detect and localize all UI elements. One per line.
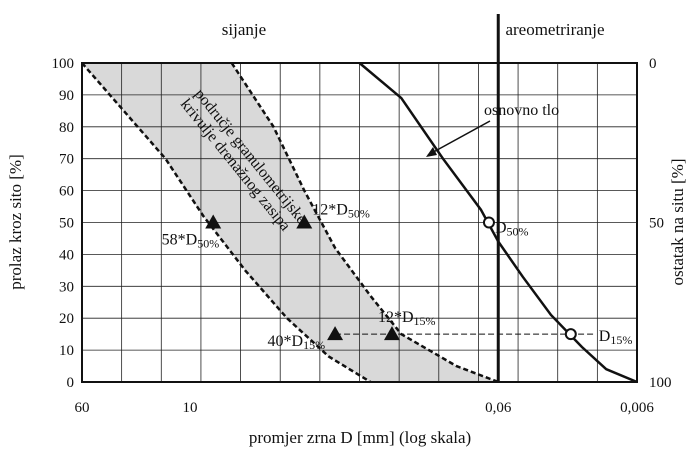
x-tick-0,006: 0,006 — [620, 400, 654, 416]
x-tick-10: 10 — [182, 400, 197, 416]
point-label-58xd50pct: 58*D50% — [162, 232, 220, 251]
y-tick-right-0: 0 — [649, 56, 657, 72]
annotation-arrow-shaft — [427, 120, 491, 156]
point-40xd15pct — [327, 326, 344, 341]
point-label-12xd15pct: 12*D15% — [378, 309, 436, 328]
point-12xd50pct — [296, 214, 313, 229]
y-tick-left-50: 50 — [59, 216, 74, 232]
y-tick-left-80: 80 — [59, 120, 74, 136]
annotation-arrowhead — [426, 147, 437, 157]
y-tick-left-20: 20 — [59, 311, 74, 327]
x-axis-label: promjer zrna D [mm] (log skala) — [249, 428, 471, 447]
grid — [82, 63, 637, 382]
point-label-d15pct: D15% — [599, 328, 633, 347]
drainage-band-lower-curve — [81, 62, 372, 384]
section-label-areometriranje: areometriranje — [505, 20, 604, 39]
point-label-40xd15pct: 40*D15% — [268, 333, 326, 352]
x-tick-0,06: 0,06 — [485, 400, 512, 416]
point-12xd15pct — [383, 326, 400, 341]
section-label-sijanje: sijanje — [222, 20, 266, 39]
y-tick-left-70: 70 — [59, 152, 74, 168]
drainage-band-upper-curve — [230, 62, 499, 384]
y-tick-left-30: 30 — [59, 279, 74, 295]
y-axis-label-left: prolaz kroz sito [%] — [6, 154, 25, 289]
point-label-d50pct: D50% — [495, 220, 529, 239]
y-tick-left-100: 100 — [52, 56, 75, 72]
point-58xd50pct — [205, 214, 222, 229]
y-axis-label-right: ostatak na situ [%] — [668, 159, 687, 286]
chart-points: D50% D15% 12*D50% 58*D50% 12*D15% 40*D15% — [162, 202, 633, 353]
y-tick-left-90: 90 — [59, 88, 74, 104]
y-tick-right-50: 50 — [649, 216, 664, 232]
point-d50pct — [482, 216, 495, 229]
series-line-osnovno-tlo — [358, 62, 638, 384]
y-tick-left-40: 40 — [59, 247, 74, 263]
y-tick-left-10: 10 — [59, 343, 74, 359]
y-tick-left-60: 60 — [59, 184, 74, 200]
axis-ticks: 0 10 20 30 40 50 60 70 80 90 100 0 50 100 60 10 0,06 0,00… — [52, 56, 672, 416]
point-label-12xd50pct: 12*D50% — [312, 202, 370, 221]
x-tick-60: 60 — [75, 400, 90, 416]
y-tick-left-0: 0 — [67, 375, 75, 391]
annotation-osnovno-tlo: osnovno tlo — [484, 102, 559, 119]
y-tick-right-100: 100 — [649, 375, 672, 391]
point-d15pct — [564, 328, 577, 341]
